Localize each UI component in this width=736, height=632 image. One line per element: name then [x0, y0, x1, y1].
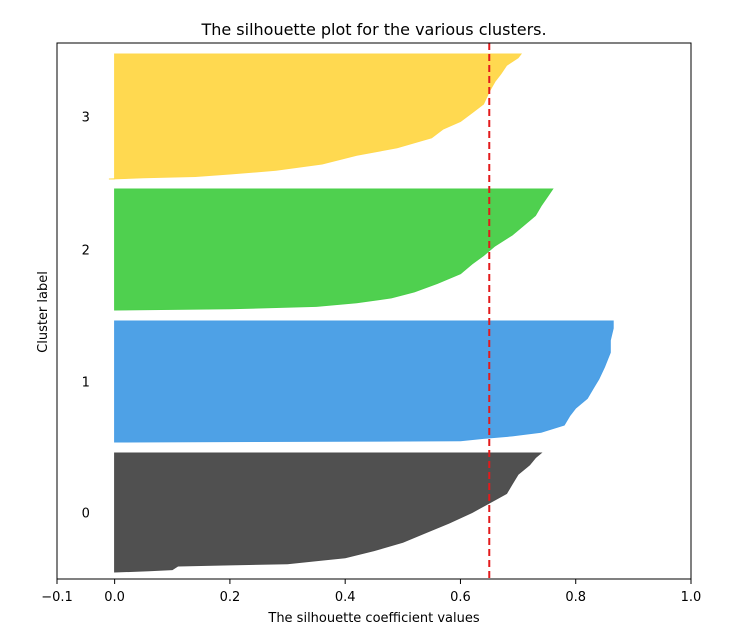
- x-tick-label: 0.0: [104, 590, 125, 605]
- x-tick-label: −0.1: [41, 590, 73, 605]
- x-axis-label: The silhouette coefficient values: [267, 611, 479, 626]
- y-axis-label: Cluster label: [36, 271, 51, 353]
- x-tick-label: 0.4: [335, 590, 356, 605]
- x-axis-ticks: −0.1 0.0 0.2 0.4 0.6 0.8 1.0: [41, 579, 701, 605]
- cluster-label-2: 2: [82, 244, 90, 259]
- x-tick-label: 1.0: [681, 590, 702, 605]
- clusters-layer: 0 1 2 3: [82, 53, 614, 573]
- cluster-label-3: 3: [82, 111, 90, 126]
- x-tick-label: 0.2: [220, 590, 241, 605]
- x-tick-label: 0.6: [450, 590, 471, 605]
- chart-title: The silhouette plot for the various clus…: [200, 20, 546, 39]
- cluster-1-silhouette: [114, 320, 614, 443]
- x-tick-label: 0.8: [565, 590, 586, 605]
- cluster-0-silhouette: [114, 452, 543, 573]
- cluster-3-silhouette: [108, 53, 523, 180]
- cluster-label-0: 0: [82, 507, 90, 522]
- plot-frame: [56, 42, 692, 580]
- cluster-2-silhouette: [114, 188, 554, 311]
- cluster-label-1: 1: [82, 376, 90, 391]
